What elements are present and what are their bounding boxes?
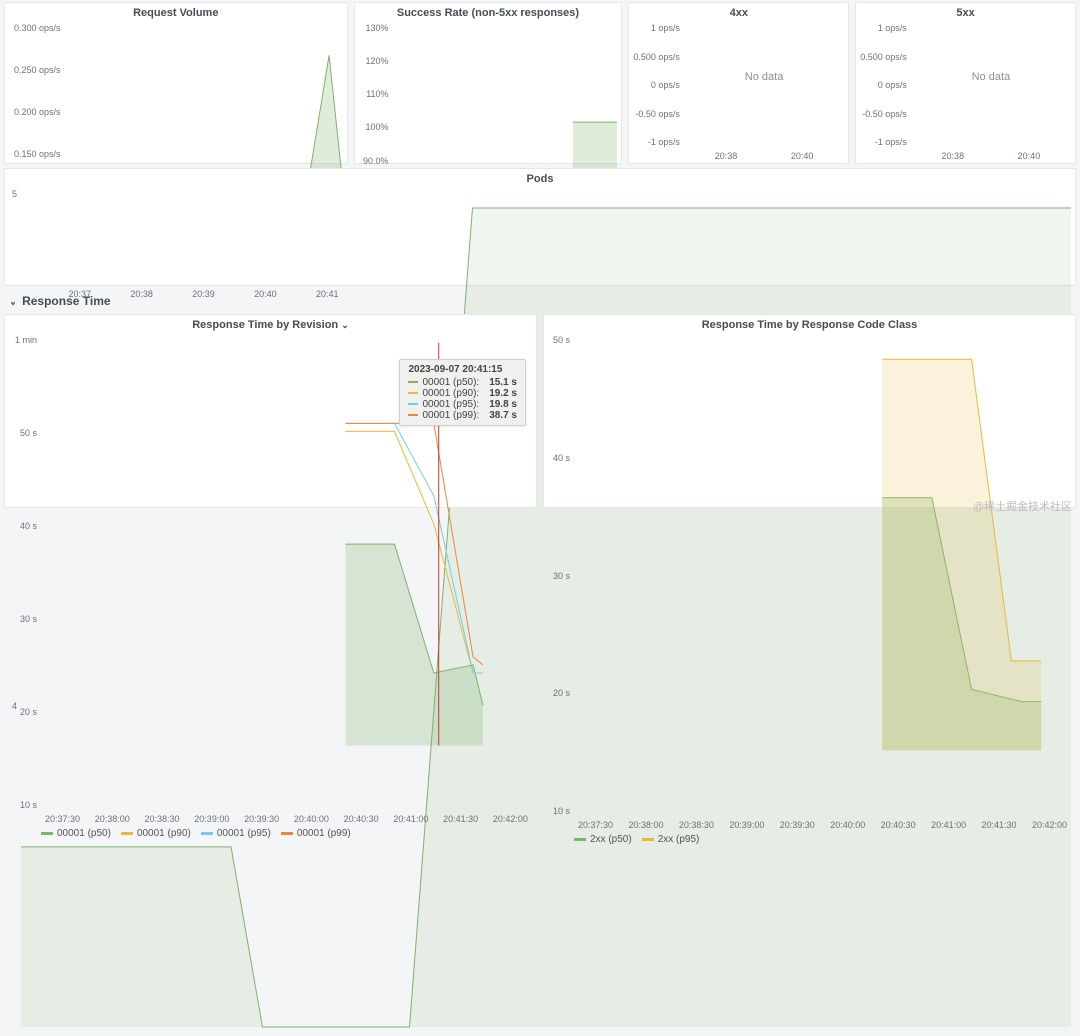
panel-request-volume[interactable]: Request Volume 0.300 ops/s0.250 ops/s0.2…: [4, 2, 348, 164]
legend-item[interactable]: 00001 (p99): [281, 828, 351, 839]
plot-5xx[interactable]: No data 20:3820:40: [911, 21, 1071, 161]
panel-4xx[interactable]: 4xx 1 ops/s0.500 ops/s0 ops/s-0.50 ops/s…: [628, 2, 849, 164]
xaxis-5xx: 20:3820:40: [911, 151, 1071, 161]
panel-pods[interactable]: Pods 542 20:36:3020:36:4020:36:5020:37:0…: [4, 168, 1076, 286]
panel-title: Pods: [5, 169, 1075, 187]
legend-rtc: 2xx (p50) 2xx (p95): [544, 832, 1075, 849]
nodata-text: No data: [972, 71, 1011, 83]
panel-title: Response Time by Response Code Class: [544, 315, 1075, 333]
legend-item[interactable]: 2xx (p95): [642, 834, 700, 845]
tooltip-rt-revision: 2023-09-07 20:41:1500001 (p50):15.1 s000…: [399, 359, 526, 426]
plot-4xx[interactable]: No data 20:3820:40: [684, 21, 844, 161]
panel-success-rate[interactable]: Success Rate (non-5xx responses) 130%120…: [354, 2, 623, 164]
watermark-text: @稀土掘金技术社区: [973, 498, 1072, 514]
legend-item[interactable]: 2xx (p50): [574, 834, 632, 845]
panel-rt-revision[interactable]: Response Time by Revision ⌄ 1 min50 s40 …: [4, 314, 537, 508]
legend-item[interactable]: 00001 (p50): [41, 828, 111, 839]
xaxis-rtc: 20:37:3020:38:0020:38:3020:39:0020:39:30…: [574, 820, 1071, 830]
yaxis-rtr: 1 min50 s40 s30 s20 s10 s: [7, 333, 41, 824]
xaxis-4xx: 20:3820:40: [684, 151, 844, 161]
yaxis-4xx: 1 ops/s0.500 ops/s0 ops/s-0.50 ops/s-1 o…: [631, 21, 684, 161]
panel-rt-code[interactable]: Response Time by Response Code Class 50 …: [543, 314, 1076, 508]
yaxis-rtc: 50 s40 s30 s20 s10 s: [546, 333, 574, 830]
plot-rtc[interactable]: 20:37:3020:38:0020:38:3020:39:0020:39:30…: [574, 333, 1071, 830]
chevron-down-icon: ⌄: [10, 294, 17, 308]
panel-title: Response Time by Revision ⌄: [5, 315, 536, 333]
plot-rtr[interactable]: 20:37:3020:38:0020:38:3020:39:0020:39:30…: [41, 333, 532, 824]
panel-title: Success Rate (non-5xx responses): [355, 3, 622, 21]
xaxis-rtr: 20:37:3020:38:0020:38:3020:39:0020:39:30…: [41, 814, 532, 824]
legend-item[interactable]: 00001 (p90): [121, 828, 191, 839]
panel-title: Request Volume: [5, 3, 347, 21]
panel-title: 4xx: [629, 3, 848, 21]
chevron-down-icon: ⌄: [341, 320, 349, 330]
legend-item[interactable]: 00001 (p95): [201, 828, 271, 839]
nodata-text: No data: [745, 71, 784, 83]
legend-rtr: 00001 (p50) 00001 (p90) 00001 (p95) 00001 (…: [5, 826, 536, 843]
yaxis-5xx: 1 ops/s0.500 ops/s0 ops/s-0.50 ops/s-1 o…: [858, 21, 911, 161]
panel-title: 5xx: [856, 3, 1075, 21]
panel-5xx[interactable]: 5xx 1 ops/s0.500 ops/s0 ops/s-0.50 ops/s…: [855, 2, 1076, 164]
